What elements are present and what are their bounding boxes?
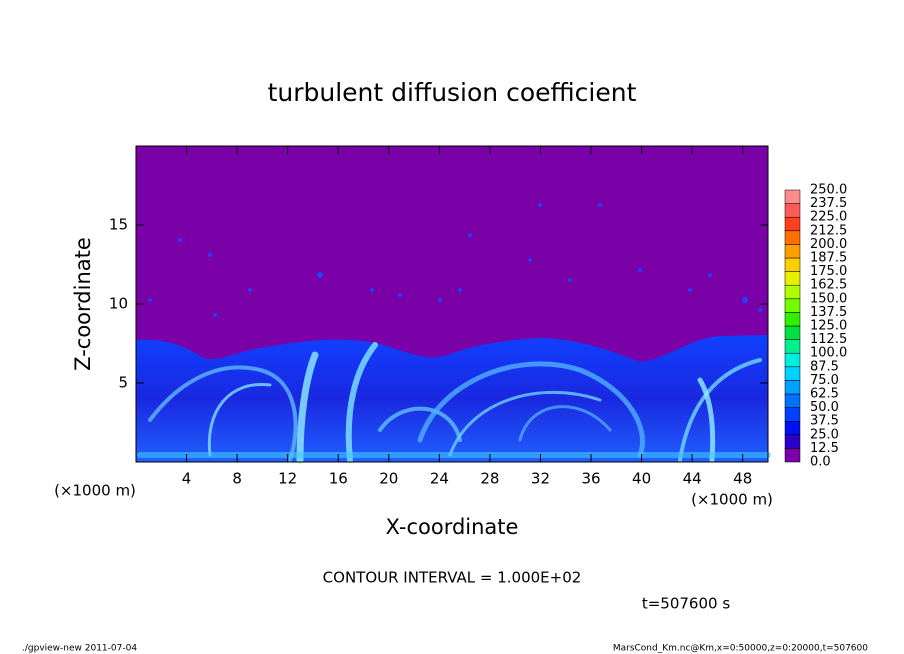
- colorbar-band: [784, 189, 801, 204]
- x-tick-label: 12: [278, 470, 297, 488]
- colorbar-label: 187.5: [810, 251, 847, 266]
- y-tick-label: 15: [109, 216, 128, 234]
- x-tick-label: 48: [733, 470, 752, 488]
- swirls: [137, 342, 771, 464]
- y-tick-label: 5: [118, 374, 128, 392]
- colorbar-band: [784, 380, 801, 395]
- colorbar-label: 250.0: [810, 183, 847, 198]
- colorbar-band: [784, 420, 801, 436]
- colorbar-label: 125.0: [810, 319, 847, 334]
- footer-right: MarsCond_Km.nc@Km,x=0:50000,z=0:20000,t=…: [613, 644, 868, 654]
- colorbar-label: 50.0: [810, 400, 839, 415]
- colorbar-band: [784, 339, 801, 354]
- contour-note: CONTOUR INTERVAL = 1.000E+02: [323, 569, 582, 587]
- x-tick-label: 36: [581, 470, 600, 488]
- footer-left: ./gpview-new 2011-07-04: [22, 644, 137, 654]
- colorbar-label: 137.5: [810, 305, 847, 320]
- time-label: t=507600 s: [642, 595, 730, 613]
- x-tick-label: 8: [232, 470, 242, 488]
- colorbar-label: 75.0: [810, 373, 839, 388]
- colorbar-label: 12.5: [810, 441, 839, 456]
- x-tick-label: 20: [379, 470, 398, 488]
- colorbar-label: 87.5: [810, 359, 839, 374]
- y-axis-label: Z-coordinate: [71, 237, 95, 371]
- colorbar-label: 162.5: [810, 278, 847, 293]
- x-axis-label: X-coordinate: [386, 515, 519, 539]
- colorbar-band: [784, 434, 801, 449]
- y-unit-label: (×1000 m): [54, 482, 136, 500]
- x-unit-label: (×1000 m): [691, 491, 773, 509]
- colorbar-label: 25.0: [810, 427, 839, 442]
- x-tick-label: 24: [430, 470, 449, 488]
- colorbar-label: 112.5: [810, 332, 847, 347]
- colorbar-band: [784, 298, 801, 313]
- colorbar-label: 37.5: [810, 414, 839, 429]
- x-tick-label: 16: [329, 470, 348, 488]
- colorbar-band: [784, 271, 801, 286]
- colorbar-band: [784, 257, 801, 272]
- colorbar-band: [784, 448, 801, 463]
- colorbar-label: 175.0: [810, 264, 847, 279]
- colorbar-band: [784, 352, 801, 368]
- chart-title: turbulent diffusion coefficient: [268, 78, 637, 107]
- colorbar-band: [784, 230, 801, 245]
- colorbar-label: 225.0: [810, 210, 847, 225]
- colorbar-label: 212.5: [810, 223, 847, 238]
- field: [136, 146, 771, 464]
- colorbar-band: [784, 325, 801, 340]
- colorbar-label: 200.0: [810, 237, 847, 252]
- x-tick-label: 4: [182, 470, 192, 488]
- colorbar-label: 150.0: [810, 291, 847, 306]
- colorbar-band: [784, 366, 801, 381]
- x-tick-label: 28: [480, 470, 499, 488]
- colorbar-label: 0.0: [810, 455, 831, 470]
- x-tick-label: 44: [683, 470, 702, 488]
- colorbar-band: [784, 216, 801, 232]
- colorbar-band: [784, 203, 801, 218]
- colorbar-label: 62.5: [810, 387, 839, 402]
- specks: [148, 203, 762, 317]
- x-tick-label: 40: [632, 470, 651, 488]
- colorbar-band: [784, 393, 801, 408]
- x-tick-label: 32: [531, 470, 550, 488]
- colorbar-band: [784, 407, 801, 422]
- colorbar-band: [784, 244, 801, 259]
- colorbar-label: 100.0: [810, 346, 847, 361]
- y-tick-label: 10: [109, 295, 128, 313]
- colorbar-label: 237.5: [810, 196, 847, 211]
- colorbar-band: [784, 312, 801, 327]
- colorbar-band: [784, 284, 801, 300]
